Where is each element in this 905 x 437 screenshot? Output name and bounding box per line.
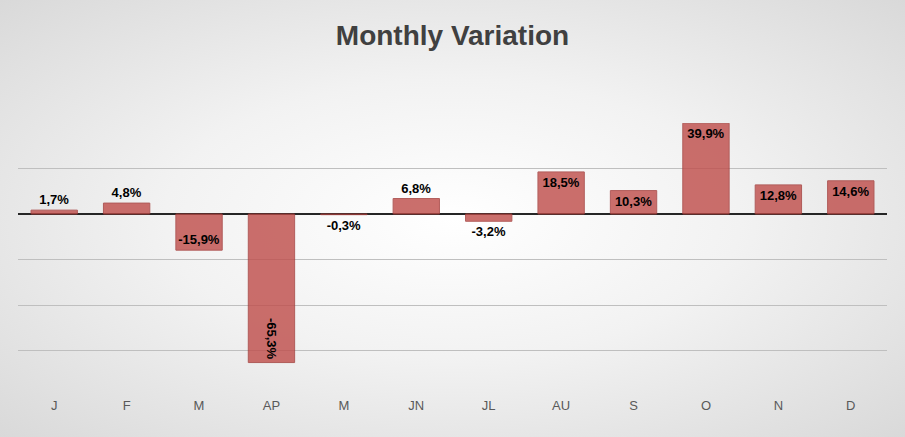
- svg-text:N: N: [774, 398, 783, 413]
- svg-text:4,8%: 4,8%: [112, 185, 142, 200]
- svg-text:AP: AP: [263, 398, 280, 413]
- svg-text:-65,3%: -65,3%: [264, 318, 279, 360]
- svg-text:18,5%: 18,5%: [542, 175, 579, 190]
- svg-text:F: F: [123, 398, 131, 413]
- svg-text:-3,2%: -3,2%: [472, 224, 506, 239]
- svg-text:Monthly Variation: Monthly Variation: [336, 20, 569, 51]
- svg-text:JL: JL: [482, 398, 496, 413]
- svg-text:M: M: [338, 398, 349, 413]
- svg-text:10,3%: 10,3%: [615, 194, 652, 209]
- svg-text:6,8%: 6,8%: [401, 181, 431, 196]
- svg-text:12,8%: 12,8%: [760, 188, 797, 203]
- svg-text:O: O: [701, 398, 711, 413]
- svg-text:1,7%: 1,7%: [39, 192, 69, 207]
- svg-text:AU: AU: [552, 398, 570, 413]
- svg-text:14,6%: 14,6%: [832, 184, 869, 199]
- svg-text:M: M: [194, 398, 205, 413]
- svg-text:J: J: [51, 398, 58, 413]
- svg-text:-0,3%: -0,3%: [327, 218, 361, 233]
- svg-text:JN: JN: [408, 398, 424, 413]
- svg-text:D: D: [846, 398, 855, 413]
- svg-text:S: S: [629, 398, 638, 413]
- svg-text:39,9%: 39,9%: [687, 126, 724, 141]
- svg-text:-15,9%: -15,9%: [178, 232, 220, 247]
